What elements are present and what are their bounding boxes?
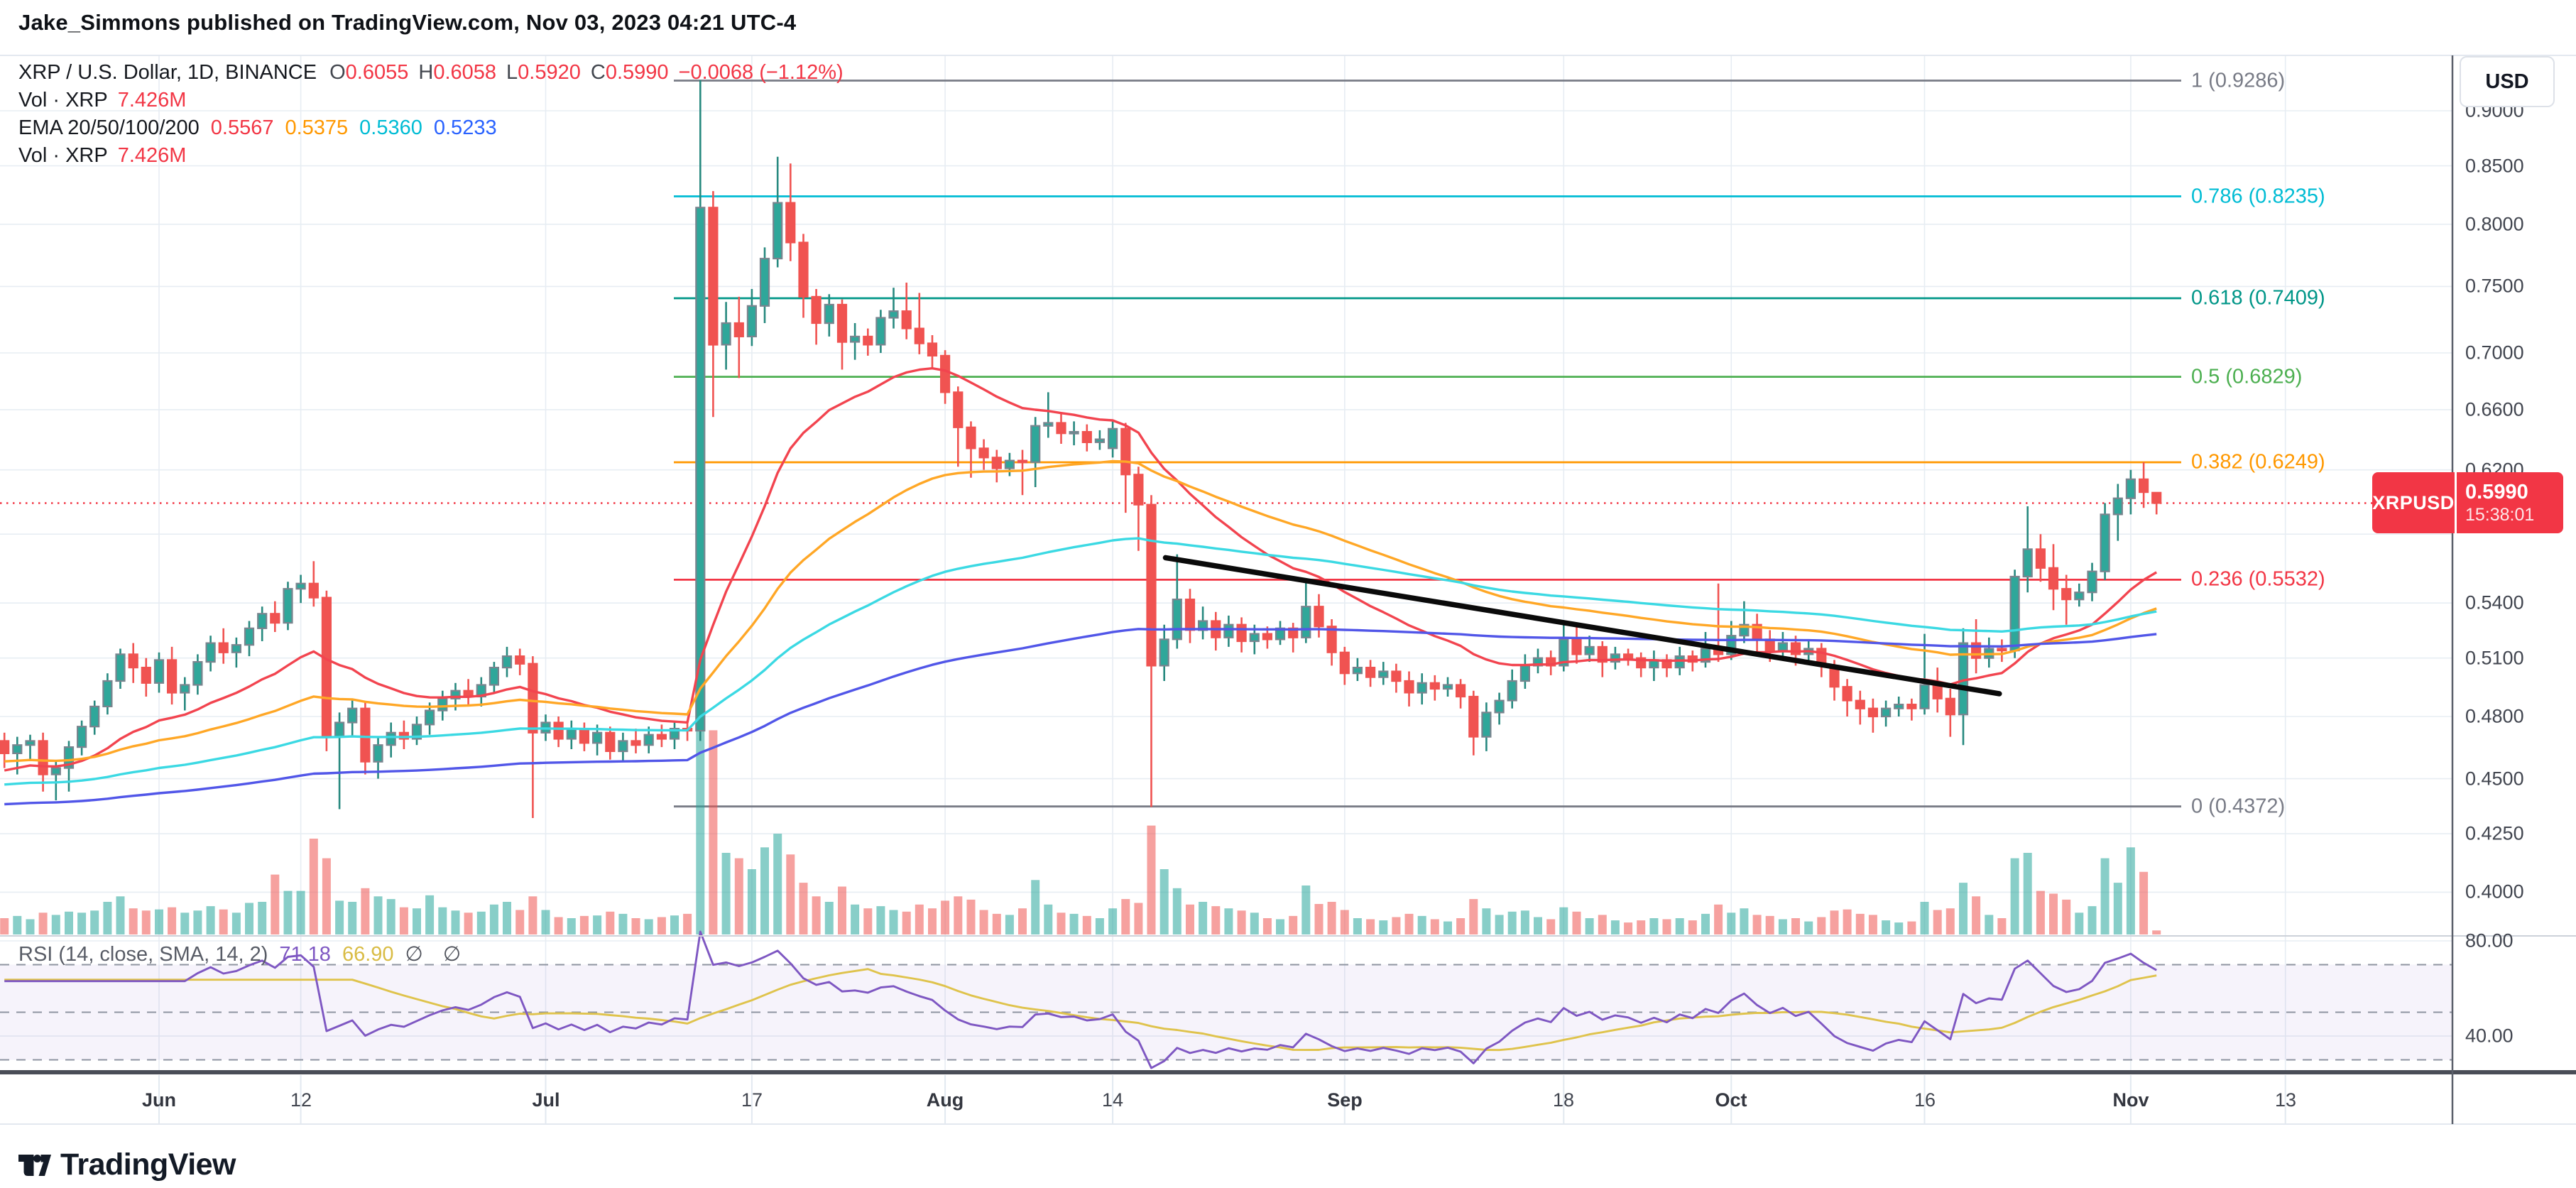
rsi-value: 71.18 [279, 943, 331, 966]
volume2-label: Vol · XRP [18, 144, 108, 167]
ema20-value: 0.5567 [210, 116, 274, 139]
currency-button[interactable]: USD [2460, 56, 2555, 107]
rsi-label: RSI (14, close, SMA, 14, 2) [18, 943, 268, 966]
last-price-tag: XRPUSD 0.5990 15:38:01 [2372, 472, 2563, 533]
last-price-value: 0.5990 [2465, 481, 2528, 503]
legend-ema-row[interactable]: EMA 20/50/100/200 0.5567 0.5375 0.5360 0… [18, 116, 844, 144]
rsi-legend[interactable]: RSI (14, close, SMA, 14, 2) 71.18 66.90 … [18, 942, 468, 966]
tradingview-logo[interactable]: TradingView [18, 1148, 236, 1182]
ema100-value: 0.5360 [359, 116, 422, 139]
legend-volume-row[interactable]: Vol · XRP 7.426M [18, 89, 844, 116]
tradingview-mark-icon [18, 1154, 51, 1176]
legend-symbol-row[interactable]: XRP / U.S. Dollar, 1D, BINANCE O0.6055 H… [18, 61, 844, 89]
legend-volume-row-2[interactable]: Vol · XRP 7.426M [18, 144, 844, 172]
last-price-time: 15:38:01 [2465, 505, 2535, 525]
ema50-value: 0.5375 [285, 116, 349, 139]
ohlc-close: C0.5990 [590, 61, 669, 84]
chart-legend[interactable]: XRP / U.S. Dollar, 1D, BINANCE O0.6055 H… [18, 61, 844, 172]
ohlc-high: H0.6058 [418, 61, 497, 84]
change-value: −0.0068 (−1.12%) [678, 61, 844, 84]
symbol-title: XRP / U.S. Dollar, 1D, BINANCE [18, 61, 317, 84]
rsi-sma-value: 66.90 [342, 943, 394, 966]
volume-value: 7.426M [117, 89, 187, 111]
publish-header: Jake_Simmons published on TradingView.co… [18, 10, 797, 35]
tradingview-logo-text: TradingView [60, 1148, 236, 1182]
rsi-empty-values: ∅ ∅ [405, 943, 469, 966]
ohlc-open: O0.6055 [329, 61, 409, 84]
ema200-value: 0.5233 [433, 116, 497, 139]
ema-label: EMA 20/50/100/200 [18, 116, 200, 139]
ohlc-low: L0.5920 [506, 61, 581, 84]
last-price-tag-symbol: XRPUSD [2372, 472, 2457, 533]
volume2-value: 7.426M [117, 144, 187, 167]
volume-label: Vol · XRP [18, 89, 108, 111]
